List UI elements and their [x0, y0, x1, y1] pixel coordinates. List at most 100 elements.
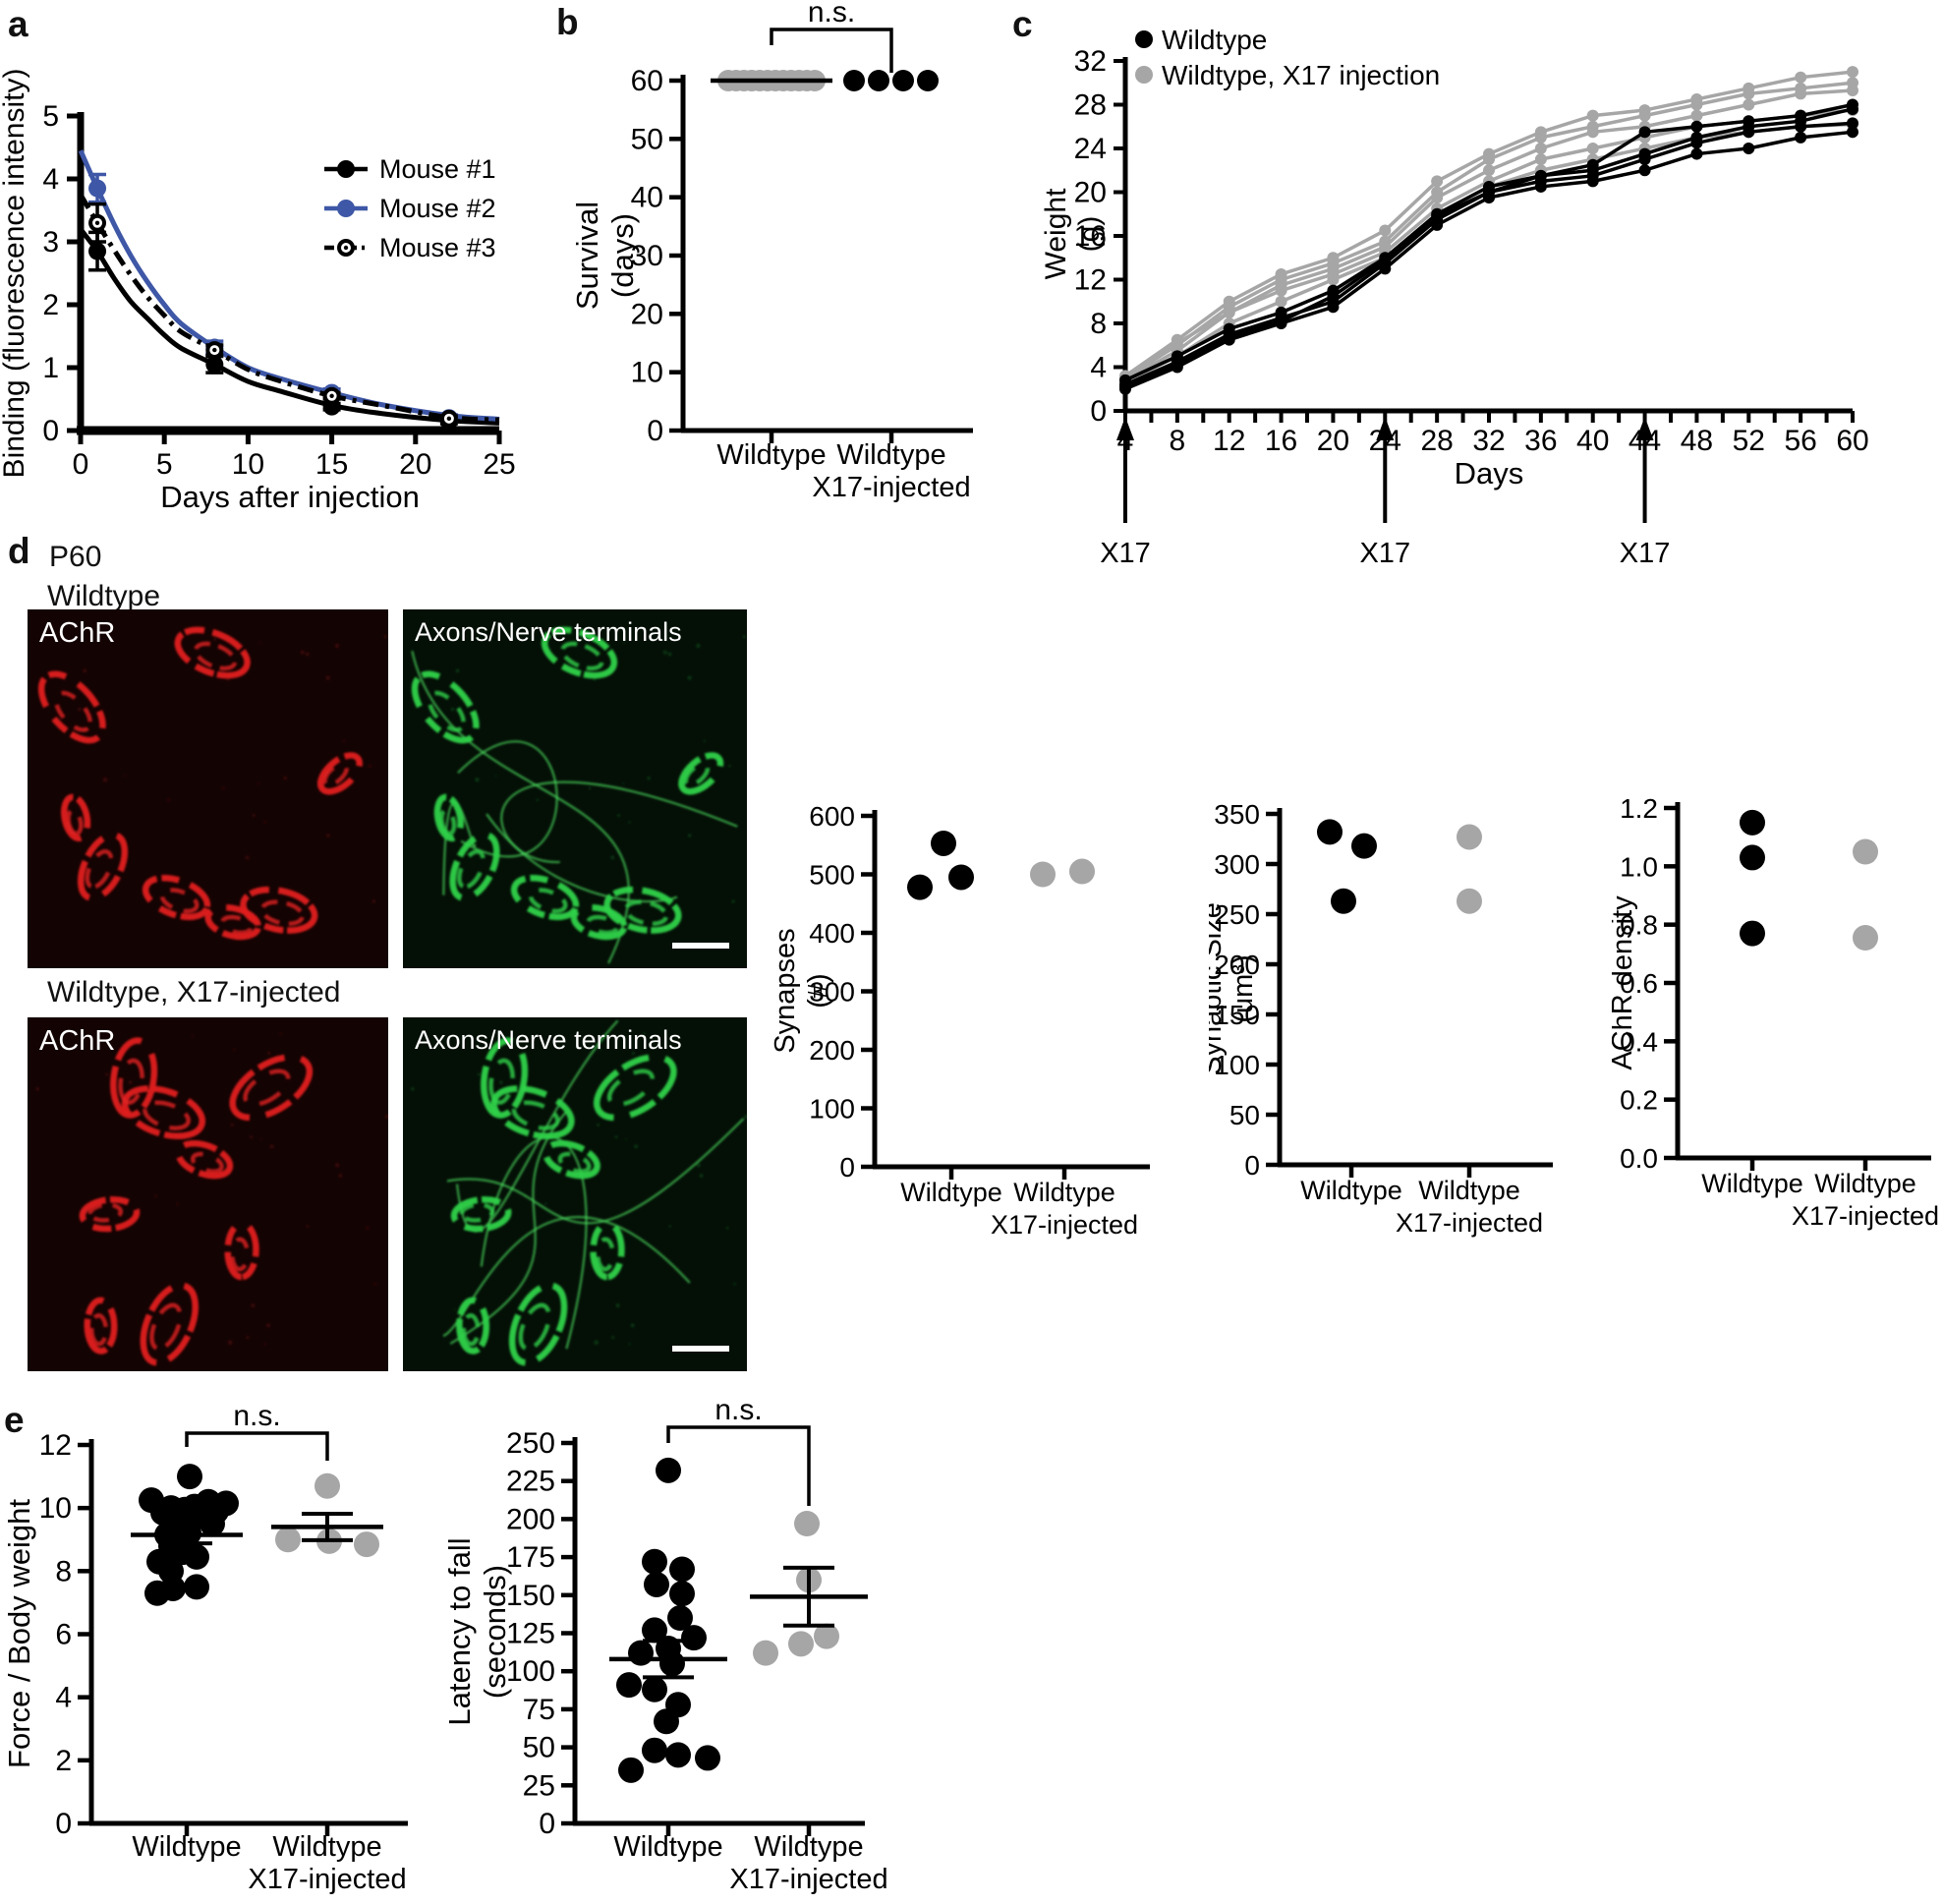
- data-point: [88, 242, 107, 260]
- chart-text: 56: [1784, 425, 1816, 457]
- chart-text: 16: [1265, 425, 1297, 457]
- axons-image: [403, 1017, 749, 1371]
- data-point: [659, 1650, 685, 1677]
- achr-image: [28, 1017, 389, 1371]
- chart-text: 4: [42, 163, 59, 196]
- chart-text: 8: [55, 1555, 72, 1587]
- panel-c-label: c: [1012, 4, 1033, 44]
- data-point: [144, 1580, 170, 1606]
- data-point: [314, 1472, 340, 1499]
- achr-channel-label: AChR: [39, 617, 116, 649]
- chart-text: 0: [539, 1808, 555, 1840]
- nerve-terminal-staining: [411, 1019, 749, 1366]
- data-point: [907, 874, 933, 900]
- achr-staining: [37, 626, 387, 941]
- chart-text: Wildtype, X17 injection: [1162, 60, 1440, 90]
- chart-text: 12: [1213, 425, 1245, 457]
- chart-text: 12: [1074, 264, 1107, 297]
- significance-bracket: [185, 1431, 329, 1461]
- chart-text: 30: [631, 240, 663, 272]
- chart-text: 25: [483, 448, 515, 481]
- p60-label: P60: [49, 541, 102, 573]
- chart-text: Survival: [570, 202, 604, 310]
- chart-text: 225: [506, 1466, 555, 1498]
- data-point: [681, 1625, 707, 1651]
- chart-text: 0: [647, 415, 663, 447]
- chart-text: 32: [1074, 45, 1107, 78]
- panel-b-label: b: [556, 2, 579, 42]
- force-dot-plot: 0 2 4 6 8 10 12 Force / Body weight Wildtype Wild…: [2, 1400, 408, 1895]
- chart-text: Days after injection: [160, 480, 420, 514]
- data-point: [1457, 824, 1482, 850]
- chart-text: Wildtype: [836, 439, 945, 471]
- weight-line-chart: 4812162024283236404448525660048121620242…: [1042, 25, 1869, 569]
- microscopy-x17-axons: Axons/Nerve terminals: [403, 1017, 749, 1371]
- chart-text: X17: [1359, 538, 1410, 569]
- chart-text: 40: [1576, 425, 1609, 457]
- chart-text: 350: [1214, 799, 1260, 830]
- chart-text: 0.4: [1620, 1026, 1658, 1057]
- chart-text: 8: [1170, 425, 1186, 457]
- data-point: [753, 1640, 778, 1666]
- chart-text: 10: [631, 357, 663, 389]
- chart-text: Days: [1455, 456, 1524, 490]
- chart-text: 0: [1244, 1150, 1260, 1181]
- chart-text: 4: [1090, 352, 1107, 384]
- chart-text: Wildtype: [1162, 25, 1267, 55]
- chart-text: X17-injected: [729, 1864, 887, 1895]
- chart-text: 10: [232, 448, 264, 481]
- chart-text: Wildtype: [1300, 1176, 1402, 1205]
- microscopy-x17-achr: AChR: [28, 1017, 389, 1371]
- data-point: [843, 70, 865, 91]
- chart-text: 16: [1074, 220, 1107, 253]
- chart-text: Wildtype: [900, 1178, 1002, 1207]
- chart-text: 250: [1214, 899, 1260, 930]
- data-point: [917, 70, 939, 91]
- chart-text: Synaptic Size: [1209, 902, 1228, 1075]
- significance-bracket: [666, 1425, 811, 1506]
- chart-text: X17-injected: [991, 1210, 1138, 1240]
- chart-text: 0.2: [1620, 1085, 1658, 1116]
- data-point: [1069, 858, 1095, 885]
- data-point: [205, 355, 224, 374]
- chart-text: 0: [55, 1808, 72, 1840]
- data-point: [628, 1640, 654, 1666]
- panel-d-label: d: [8, 531, 30, 571]
- chart-text: Synapses: [770, 928, 801, 1053]
- microscopy-wildtype-achr: AChR: [28, 609, 388, 968]
- synapses-dot-plot: 0 100 200 300 400 500 600 Synapses (#) Wildtype Wi…: [770, 801, 1150, 1240]
- chart-text: 40: [631, 182, 663, 214]
- chart-text: Latency to fall: [442, 1537, 477, 1725]
- data-point: [1740, 844, 1765, 871]
- chart-text: Binding (fluorescence intensity): [0, 69, 30, 479]
- chart-text: 600: [809, 801, 855, 832]
- data-point: [644, 1571, 669, 1597]
- chart-text: 20: [399, 448, 431, 481]
- chart-text: 5: [156, 448, 173, 481]
- chart-text: 12: [39, 1429, 72, 1462]
- chart-text: Mouse #3: [379, 233, 496, 262]
- data-point: [184, 1543, 209, 1570]
- microscopy-row1-title: Wildtype: [47, 580, 161, 612]
- data-point: [618, 1757, 644, 1783]
- chart-text: 250: [506, 1427, 555, 1460]
- chart-text: n.s.: [233, 1400, 280, 1432]
- chart-text: 3: [42, 226, 59, 259]
- series-line: [78, 193, 500, 423]
- data-point: [1351, 833, 1377, 859]
- data-point: [814, 1623, 839, 1649]
- chart-text: 25: [523, 1769, 555, 1802]
- panel-a-label: a: [8, 4, 29, 44]
- chart-text: 4: [55, 1682, 72, 1714]
- chart-text: n.s.: [808, 0, 855, 29]
- chart-text: 20: [1074, 177, 1107, 209]
- chart-text: AChR density: [1612, 895, 1638, 1070]
- chart-text: 150: [506, 1580, 555, 1612]
- chart-text: 60: [631, 65, 663, 97]
- data-point: [642, 1737, 667, 1763]
- series-line: [78, 149, 500, 422]
- chart-text: 24: [1074, 133, 1107, 165]
- chart-text: 0.8: [1620, 910, 1658, 941]
- chart-text: 300: [1214, 849, 1260, 880]
